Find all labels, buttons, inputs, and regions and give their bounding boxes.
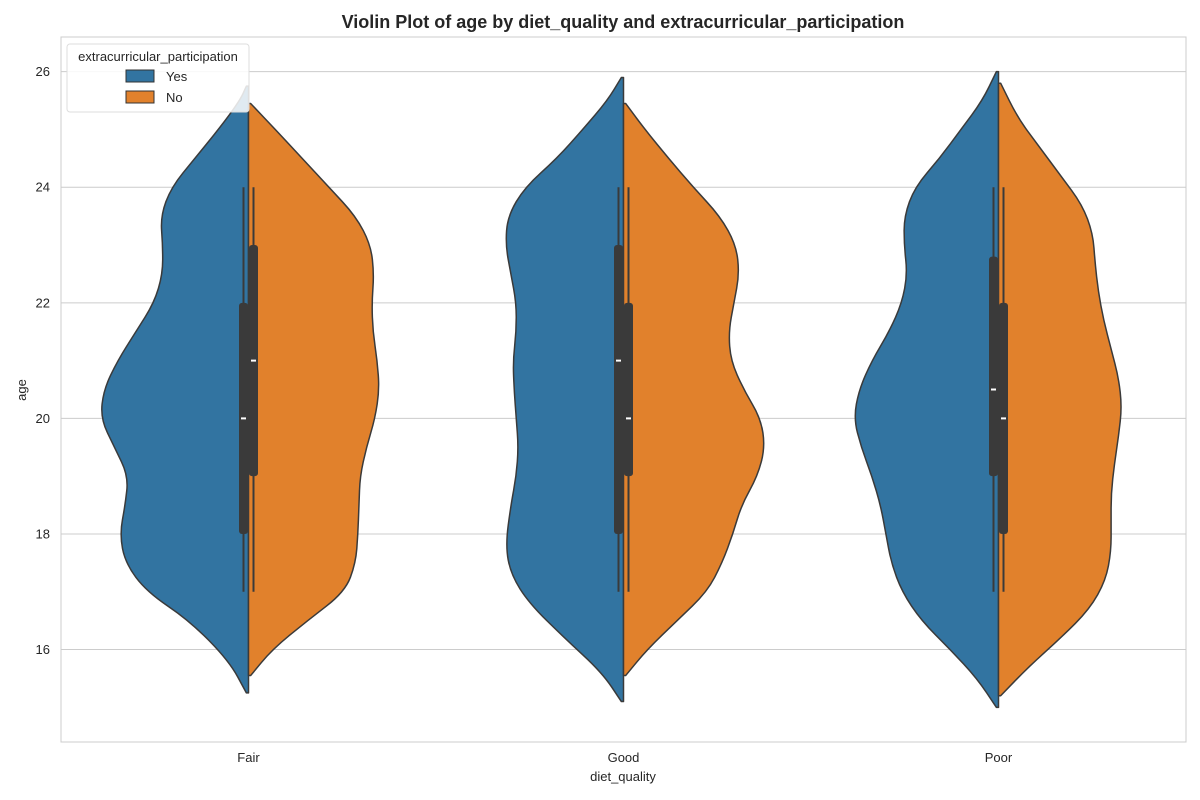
- y-tick-label: 24: [36, 180, 50, 195]
- plot-frame: [60, 36, 1187, 743]
- chart-title: Violin Plot of age by diet_quality and e…: [342, 12, 905, 32]
- y-tick-label: 16: [36, 642, 50, 657]
- iqr-box-yes-good: [614, 245, 623, 534]
- y-tick-label: 22: [36, 295, 50, 310]
- legend-label-yes: Yes: [166, 69, 188, 84]
- x-tick-label: Poor: [985, 750, 1013, 765]
- violin-no-poor: [997, 82, 1122, 697]
- violin-yes-poor: [854, 70, 1000, 709]
- y-tick-label: 26: [36, 64, 50, 79]
- legend-label-no: No: [166, 90, 183, 105]
- iqr-box-yes-poor: [989, 256, 998, 477]
- y-tick-label: 20: [36, 411, 50, 426]
- violin-yes-fair: [101, 85, 250, 694]
- y-axis-ticks: 16 18 20 22 24 26: [36, 64, 50, 657]
- x-tick-label: Fair: [237, 750, 260, 765]
- legend: extracurricular_participation Yes No: [66, 43, 250, 113]
- x-axis-ticks: Fair Good Poor: [237, 750, 1013, 765]
- y-tick-label: 18: [36, 526, 50, 541]
- x-axis-label: diet_quality: [590, 769, 656, 784]
- iqr-box-no-good: [624, 302, 633, 477]
- violin-yes-good: [505, 76, 625, 703]
- x-tick-label: Good: [608, 750, 640, 765]
- legend-swatch-yes: [125, 69, 155, 83]
- legend-title: extracurricular_participation: [78, 49, 238, 64]
- y-axis-label: age: [14, 379, 29, 401]
- legend-frame: [66, 43, 250, 113]
- legend-swatch-no: [125, 90, 155, 104]
- violin-no-fair: [247, 102, 380, 677]
- violins: [101, 70, 1122, 709]
- inner-boxes: [239, 187, 1008, 592]
- violin-no-good: [622, 102, 765, 677]
